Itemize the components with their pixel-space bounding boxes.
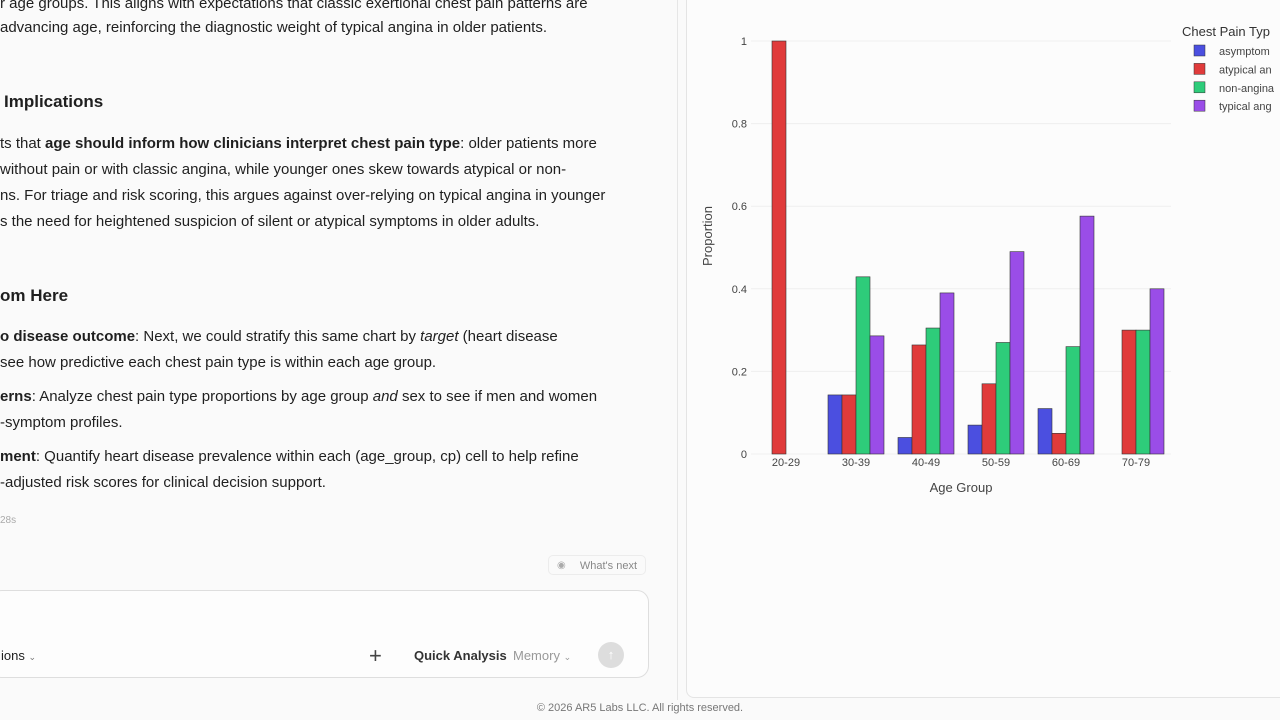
text-line: r age groups. This aligns with expectati… bbox=[0, 0, 588, 12]
bar bbox=[981, 383, 997, 455]
chart: 0 0.2 0.4 0.6 0.8 1 20-29 30-39 40-49 50-59 60-69 7… bbox=[700, 24, 1275, 495]
label: Memory bbox=[513, 648, 560, 663]
text: : Quantify heart disease prevalence with… bbox=[35, 448, 579, 465]
bar bbox=[855, 276, 871, 455]
bar bbox=[897, 437, 913, 455]
text: (heart disease bbox=[458, 328, 558, 345]
y-tick-label: 1 bbox=[741, 36, 747, 48]
chevron: ⌄ bbox=[563, 652, 572, 662]
bar bbox=[939, 292, 955, 455]
legend-label: typical ang bbox=[1219, 101, 1272, 113]
text: : Analyze chest pain type proportions by… bbox=[31, 388, 373, 405]
y-tick-label: 0 bbox=[741, 449, 747, 461]
text: sex to see if men and women bbox=[397, 388, 598, 405]
bar bbox=[967, 424, 983, 455]
bold-text: erns bbox=[0, 388, 32, 405]
memory-menu[interactable]: Memory ⌄ bbox=[513, 648, 571, 663]
x-tick-label: 50-59 bbox=[982, 457, 1010, 469]
text: : older patients more bbox=[460, 135, 597, 152]
y-tick-label: 0.4 bbox=[732, 284, 747, 296]
eye-icon: ◉ bbox=[557, 560, 566, 571]
bar bbox=[911, 344, 927, 455]
legend-label: asymptom bbox=[1219, 46, 1270, 58]
text-line: o disease outcome: Next, we could strati… bbox=[0, 327, 558, 347]
bar bbox=[841, 394, 857, 455]
bold-text: o disease outcome bbox=[0, 328, 136, 345]
bar bbox=[1009, 251, 1025, 455]
text-line: ns. For triage and risk scoring, this ar… bbox=[0, 187, 606, 204]
bold-text: ment bbox=[0, 448, 36, 465]
mode-label[interactable]: Quick Analysis bbox=[414, 648, 507, 663]
text-line: advancing age, reinforcing the diagnosti… bbox=[0, 19, 548, 36]
chevron: ⌄ bbox=[28, 652, 37, 662]
text: : Next, we could stratify this same char… bbox=[135, 328, 421, 345]
bar bbox=[1135, 329, 1151, 455]
legend-label: atypical an bbox=[1219, 64, 1272, 76]
text-line: s the need for heightened suspicion of s… bbox=[0, 213, 540, 230]
chat-panel: r age groups. This aligns with expectati… bbox=[0, 0, 649, 678]
y-tick-label: 0.2 bbox=[732, 366, 747, 378]
text-line: -adjusted risk scores for clinical decis… bbox=[0, 474, 326, 491]
bar bbox=[1065, 346, 1081, 455]
legend-swatch bbox=[1193, 99, 1206, 112]
bar bbox=[925, 327, 941, 455]
legend-swatch bbox=[1193, 44, 1206, 57]
bar bbox=[1079, 215, 1095, 455]
label: What's next bbox=[579, 560, 637, 572]
legend-label: non-angina bbox=[1219, 83, 1275, 95]
bar bbox=[1149, 288, 1165, 455]
bar bbox=[995, 342, 1011, 455]
text-line: ts that age should inform how clinicians… bbox=[0, 134, 597, 154]
text-line: without pain or with classic angina, whi… bbox=[0, 161, 567, 178]
bar bbox=[1037, 408, 1053, 455]
heading: om Here bbox=[0, 286, 69, 305]
bar bbox=[869, 335, 885, 455]
text-line: -symptom profiles. bbox=[0, 414, 123, 431]
bar bbox=[771, 40, 787, 455]
divider bbox=[677, 0, 678, 700]
elapsed: 28s bbox=[0, 515, 17, 526]
text-line: erns: Analyze chest pain type proportion… bbox=[0, 387, 597, 407]
text: ts that bbox=[0, 135, 46, 152]
composer[interactable]: ions ⌄ + Quick Analysis Memory ⌄ ↑ bbox=[0, 590, 649, 678]
bar bbox=[827, 394, 843, 455]
heading: Implications bbox=[4, 92, 104, 111]
italic-text: target bbox=[420, 328, 459, 345]
options-menu[interactable]: ions ⌄ bbox=[1, 648, 36, 663]
bar bbox=[1051, 433, 1067, 455]
legend-swatch bbox=[1193, 63, 1206, 75]
bar bbox=[1121, 329, 1137, 455]
text-line: ment: Quantify heart disease prevalence … bbox=[0, 447, 579, 467]
text-line: see how predictive each chest pain type … bbox=[0, 354, 437, 371]
send-button[interactable]: ↑ bbox=[598, 642, 624, 668]
y-tick-label: 0.8 bbox=[732, 119, 747, 131]
x-axis-label: Age Group bbox=[930, 480, 993, 495]
whats-next-button[interactable]: ◉ What's next bbox=[548, 555, 646, 575]
chart-panel: 0 0.2 0.4 0.6 0.8 1 20-29 30-39 40-49 50-59 60-69 7… bbox=[686, 0, 1280, 698]
footer: © 2026 AR5 Labs LLC. All rights reserved… bbox=[536, 702, 744, 714]
add-button[interactable]: + bbox=[369, 643, 382, 668]
x-tick-label: 60-69 bbox=[1052, 457, 1080, 469]
italic-text: and bbox=[372, 388, 398, 405]
y-axis-label: Proportion bbox=[700, 206, 715, 266]
x-tick-label: 70-79 bbox=[1122, 457, 1150, 469]
label: ions bbox=[1, 648, 25, 663]
x-tick-label: 20-29 bbox=[772, 457, 800, 469]
legend-swatch bbox=[1193, 81, 1206, 94]
y-tick-label: 0.6 bbox=[732, 201, 747, 213]
x-tick-label: 40-49 bbox=[912, 457, 940, 469]
legend-title: Chest Pain Typ bbox=[1182, 24, 1270, 39]
x-tick-label: 30-39 bbox=[842, 457, 870, 469]
bold-text: age should inform how clinicians interpr… bbox=[45, 135, 461, 152]
